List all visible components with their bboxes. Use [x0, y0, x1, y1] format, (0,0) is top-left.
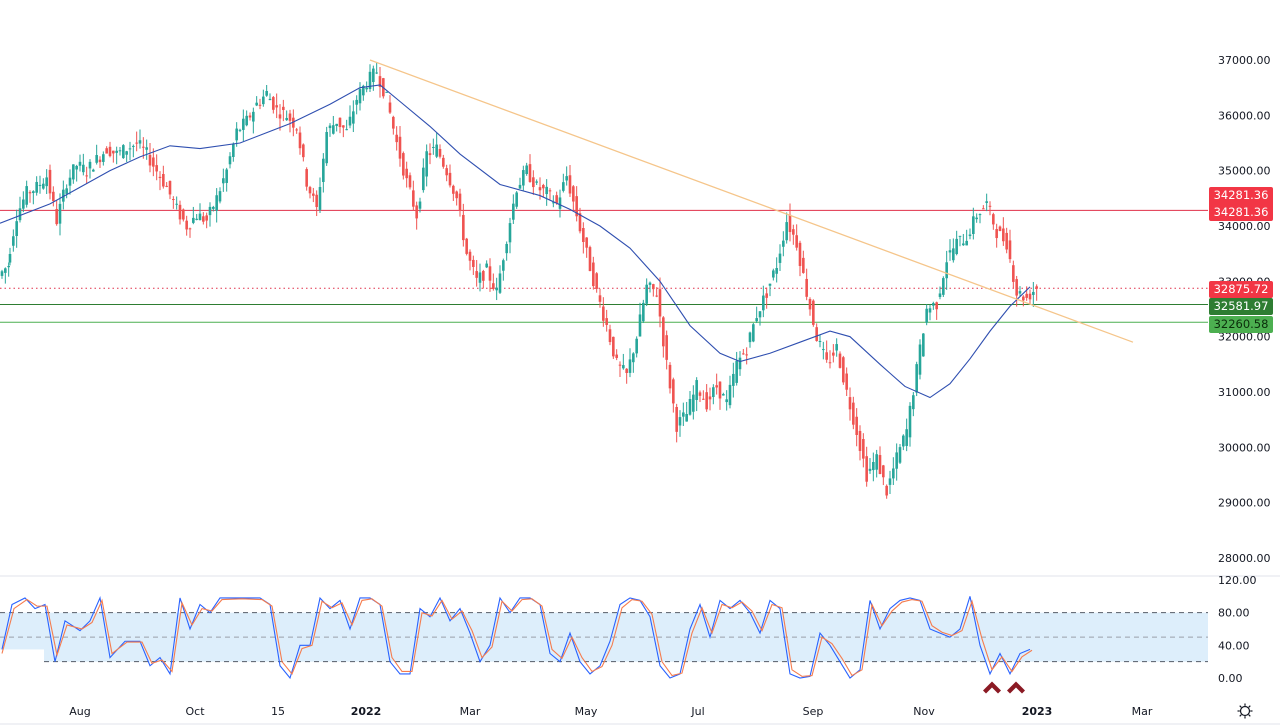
stoch-axis-label: 0.00 — [1218, 672, 1243, 685]
moving-average-line[interactable] — [0, 84, 1031, 399]
time-axis-label: Mar — [1132, 705, 1153, 718]
price-axis-label: 31000.00 — [1218, 386, 1271, 399]
price-axis-label: 34000.00 — [1218, 220, 1271, 233]
price-axis-label: 28000.00 — [1218, 552, 1271, 565]
time-axis-label: Sep — [803, 705, 824, 718]
up-arrow-icon — [1007, 681, 1025, 694]
last-price-tag: 32875.72 — [1209, 281, 1273, 298]
price-axis-label: 37000.00 — [1218, 54, 1271, 67]
time-axis-label: Aug — [69, 705, 90, 718]
time-axis-label: 15 — [271, 705, 285, 718]
price-axis-label: 35000.00 — [1218, 165, 1271, 178]
resistance-price-tag: 34281.36 34281.36 — [1209, 187, 1273, 221]
time-axis-label: 2023 — [1022, 705, 1053, 718]
time-axis-label: Oct — [185, 705, 205, 718]
stoch-axis-label: 80.00 — [1218, 607, 1250, 620]
stoch-axis-label: 40.00 — [1218, 639, 1250, 652]
descending-trendline[interactable] — [369, 59, 1134, 343]
stoch-d-line — [1, 598, 1033, 677]
price-axis-label: 36000.00 — [1218, 109, 1271, 122]
time-axis-label: May — [575, 705, 598, 718]
settings-button[interactable] — [1236, 702, 1254, 720]
gear-icon — [1237, 703, 1253, 719]
support-2-price-tag: 32260.58 — [1209, 316, 1273, 333]
up-arrow-icon — [983, 681, 1001, 694]
resistance-price-label-1: 34281.36 — [1213, 188, 1269, 202]
support-1-price-tag: 32581.97 — [1209, 298, 1273, 315]
price-axis-label: 29000.00 — [1218, 497, 1271, 510]
time-axis-label: 2022 — [351, 705, 382, 718]
resistance-price-label-2: 34281.36 — [1213, 205, 1269, 219]
candles — [0, 62, 1038, 499]
time-axis-label: Nov — [913, 705, 935, 718]
price-axis-label: 30000.00 — [1218, 441, 1271, 454]
price-axis-label: 32000.00 — [1218, 331, 1271, 344]
time-axis-label: Jul — [690, 705, 704, 718]
stoch-axis-label: 120.00 — [1218, 574, 1257, 587]
time-axis-label: Mar — [460, 705, 481, 718]
